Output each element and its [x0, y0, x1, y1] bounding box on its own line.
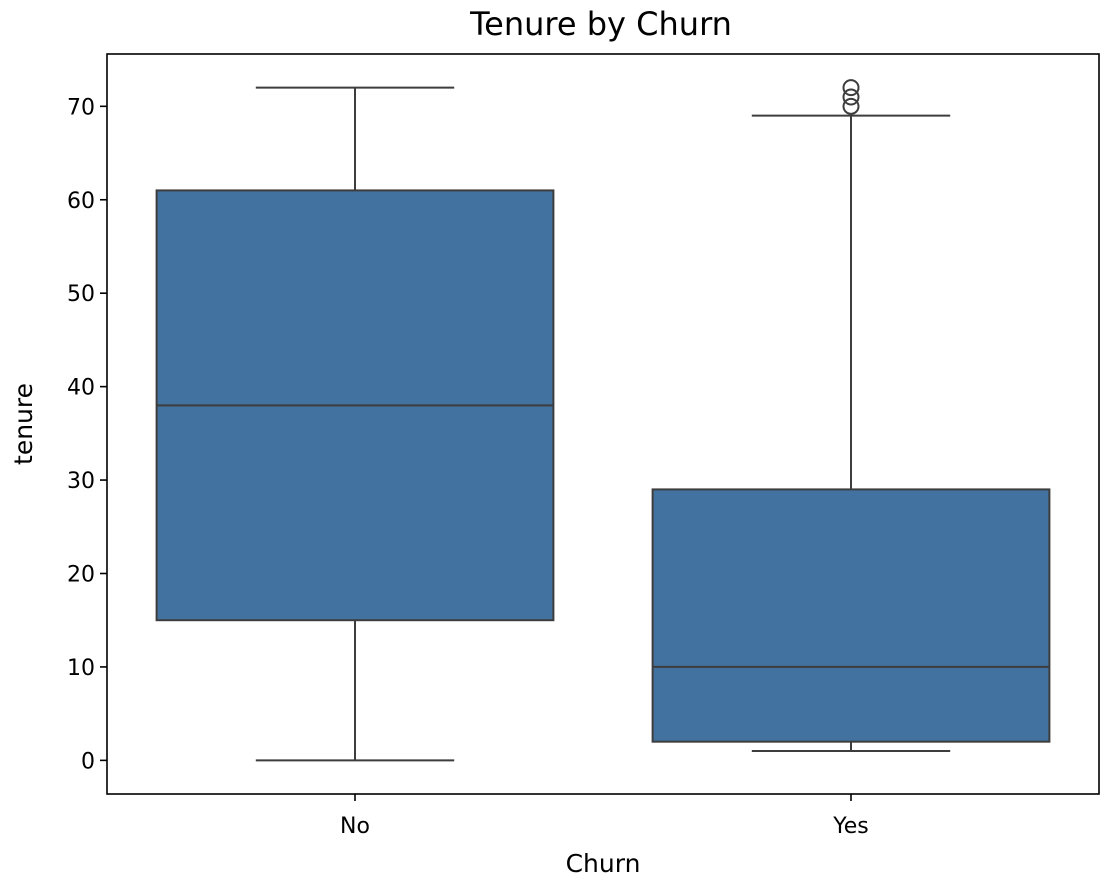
boxes-layer: [155, 79, 1051, 762]
iqr-box: [651, 488, 1051, 743]
outlier-point: [842, 88, 860, 106]
y-tick-label: 20: [67, 562, 95, 587]
y-tick-label: 70: [67, 95, 95, 120]
outlier-point: [842, 97, 860, 115]
box-yes: [651, 79, 1051, 753]
x-axis: No Yes: [340, 794, 869, 839]
plot-frame: [106, 53, 1100, 795]
y-axis: 0 10 20 30 40 50 60 70: [67, 95, 107, 774]
y-tick-label: 40: [67, 376, 95, 401]
y-tick-label: 10: [67, 656, 95, 681]
box-no: [155, 86, 555, 762]
x-tick-label: Yes: [832, 814, 869, 839]
y-tick-label: 30: [67, 469, 95, 494]
y-tick-label: 50: [67, 282, 95, 307]
x-axis-label: Churn: [566, 849, 641, 878]
outlier-point: [842, 79, 860, 97]
y-tick-label: 0: [81, 749, 95, 774]
chart-title: Tenure by Churn: [469, 5, 732, 43]
x-tick-label: No: [340, 814, 370, 839]
y-axis-label: tenure: [9, 383, 38, 465]
y-tick-label: 60: [67, 189, 95, 214]
